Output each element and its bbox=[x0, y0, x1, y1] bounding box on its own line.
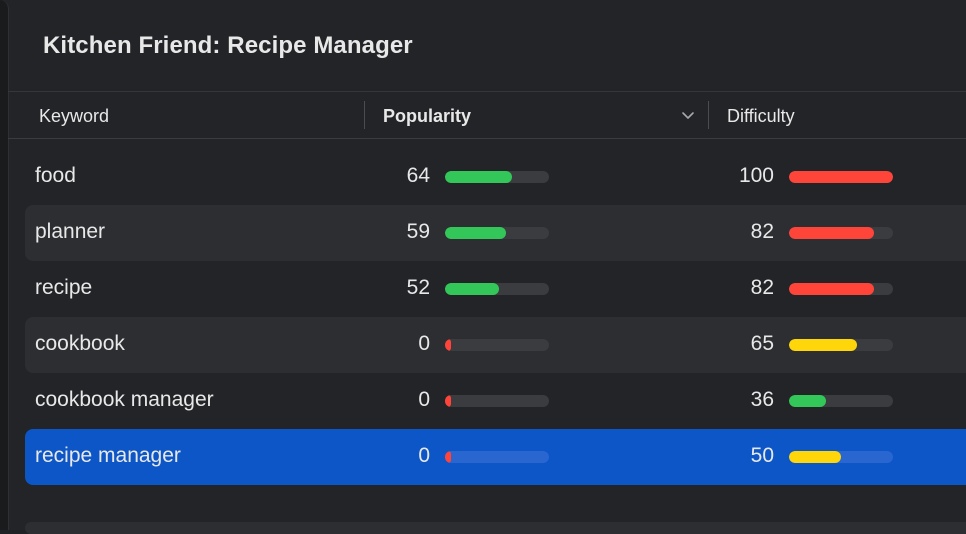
difficulty-bar-fill bbox=[789, 283, 875, 295]
table-row[interactable]: recipe manager 0 50 bbox=[25, 429, 966, 485]
popularity-bar-fill bbox=[445, 283, 500, 295]
popularity-value: 64 bbox=[406, 164, 430, 187]
difficulty-value: 65 bbox=[750, 332, 774, 355]
popularity-bar bbox=[445, 339, 549, 351]
popularity-bar-fill bbox=[445, 227, 507, 239]
difficulty-bar-fill bbox=[789, 451, 841, 463]
table-row[interactable] bbox=[25, 522, 966, 534]
difficulty-bar-fill bbox=[789, 395, 827, 407]
popularity-value: 0 bbox=[418, 332, 430, 355]
difficulty-value: 36 bbox=[750, 388, 774, 411]
sidebar-edge bbox=[0, 0, 9, 530]
column-header-difficulty[interactable]: Difficulty bbox=[727, 106, 795, 126]
column-header-keyword[interactable]: Keyword bbox=[39, 106, 110, 126]
popularity-value: 0 bbox=[418, 444, 430, 467]
keyword-cell: cookbook bbox=[35, 332, 125, 355]
difficulty-bar bbox=[789, 451, 893, 463]
difficulty-bar bbox=[789, 395, 893, 407]
table-row[interactable]: food 64 100 bbox=[25, 149, 966, 205]
difficulty-bar-fill bbox=[789, 171, 893, 183]
divider bbox=[8, 91, 966, 92]
difficulty-value: 82 bbox=[750, 276, 774, 299]
popularity-value: 0 bbox=[418, 388, 430, 411]
table-row[interactable]: planner 59 82 bbox=[25, 205, 966, 261]
popularity-value: 59 bbox=[406, 220, 430, 243]
keyword-cell: food bbox=[35, 164, 76, 187]
popularity-bar bbox=[445, 395, 549, 407]
popularity-bar-fill bbox=[445, 339, 451, 351]
table-row[interactable]: cookbook manager 0 36 bbox=[25, 373, 966, 429]
column-header-popularity[interactable]: Popularity bbox=[383, 106, 472, 126]
popularity-bar bbox=[445, 171, 549, 183]
popularity-bar-fill bbox=[445, 395, 451, 407]
popularity-bar bbox=[445, 283, 549, 295]
keyword-cell: recipe bbox=[35, 276, 93, 299]
popularity-bar-fill bbox=[445, 171, 512, 183]
difficulty-value: 100 bbox=[738, 164, 774, 187]
difficulty-value: 50 bbox=[750, 444, 774, 467]
popularity-bar-fill bbox=[445, 451, 451, 463]
chevron-down-icon[interactable] bbox=[680, 110, 696, 122]
popularity-value: 52 bbox=[406, 276, 430, 299]
divider bbox=[8, 138, 966, 139]
difficulty-bar bbox=[789, 339, 893, 351]
difficulty-bar bbox=[789, 283, 893, 295]
window-title: Kitchen Friend: Recipe Manager bbox=[43, 32, 413, 59]
difficulty-bar bbox=[789, 171, 893, 183]
difficulty-value: 82 bbox=[750, 220, 774, 243]
difficulty-bar bbox=[789, 227, 893, 239]
column-divider[interactable] bbox=[364, 101, 365, 129]
keyword-cell: cookbook manager bbox=[35, 388, 214, 411]
difficulty-bar-fill bbox=[789, 339, 857, 351]
keyword-cell: planner bbox=[35, 220, 106, 243]
popularity-bar bbox=[445, 451, 549, 463]
popularity-bar bbox=[445, 227, 549, 239]
table-row[interactable]: recipe 52 82 bbox=[25, 261, 966, 317]
table-row[interactable]: cookbook 0 65 bbox=[25, 317, 966, 373]
difficulty-bar-fill bbox=[789, 227, 875, 239]
keyword-cell: recipe manager bbox=[35, 444, 181, 467]
column-divider[interactable] bbox=[708, 101, 709, 129]
